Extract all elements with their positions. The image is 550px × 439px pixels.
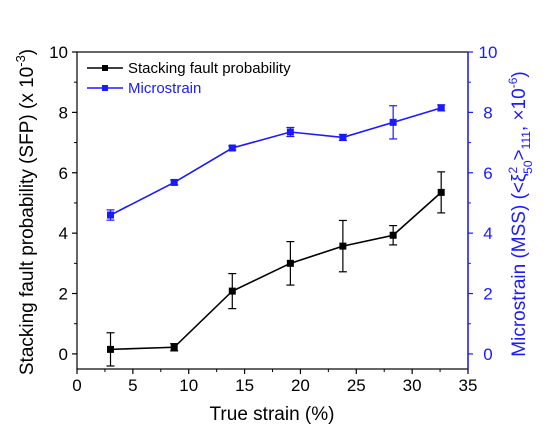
- data-point: [389, 231, 397, 239]
- x-tick-label: 5: [128, 376, 137, 395]
- data-point: [170, 343, 178, 351]
- left-y-tick-label: 0: [59, 345, 68, 364]
- legend-marker-mss: [102, 85, 108, 91]
- right-y-tick-label: 4: [483, 224, 492, 243]
- left-y-tick-label: 4: [59, 224, 68, 243]
- x-tick-label: 10: [179, 376, 198, 395]
- right-y-axis-title-sub: 50: [521, 160, 535, 174]
- x-tick-label: 25: [347, 376, 366, 395]
- data-point: [339, 242, 347, 250]
- x-tick-label: 35: [459, 376, 478, 395]
- series-line-sfp: [110, 191, 442, 351]
- left-y-tick-label: 10: [49, 43, 68, 62]
- series-layer: [106, 104, 446, 367]
- x-axis-title: True strain (%): [210, 404, 335, 425]
- right-y-axis-ticks: 0 2 4 6 8 10: [468, 43, 497, 364]
- x-tick-label: 15: [235, 376, 254, 395]
- right-y-tick-label: 6: [483, 164, 492, 183]
- right-y-axis-title-sup: 2: [506, 166, 520, 173]
- right-y-axis-title-mid: >: [509, 149, 530, 160]
- right-y-axis-title-sub2: 111: [519, 131, 533, 150]
- right-y-axis-title: Microstrain (MSS) (<ξ250>111, ×10-6): [506, 71, 535, 356]
- right-y-axis-title-exp: -6: [506, 77, 520, 88]
- right-y-tick-label: 0: [483, 345, 492, 364]
- right-y-tick-label: 2: [483, 285, 492, 304]
- data-point: [107, 345, 115, 353]
- data-point: [339, 133, 347, 141]
- right-y-axis-title-main: Microstrain (MSS) (<ξ: [509, 173, 530, 357]
- x-tick-label: 20: [291, 376, 310, 395]
- data-point: [170, 178, 178, 186]
- plot-frame: [76, 51, 469, 370]
- data-point: [437, 104, 445, 112]
- data-point: [228, 144, 236, 152]
- data-point: [286, 259, 294, 267]
- data-point: [389, 118, 397, 126]
- data-point: [286, 128, 294, 136]
- right-y-axis-title-close: ): [509, 71, 530, 77]
- x-tick-label: 30: [403, 376, 422, 395]
- right-y-axis-title-tail: , ×10: [509, 88, 530, 131]
- data-point: [228, 287, 236, 295]
- legend-label-mss: Microstrain: [128, 80, 201, 97]
- left-y-axis-title: Stacking fault probability (SFP) (x 10-3…: [13, 49, 38, 375]
- left-y-axis-title-main: Stacking fault probability (SFP) (x 10: [17, 67, 38, 375]
- left-y-axis-ticks: 0 2 4 6 8 10: [49, 43, 77, 364]
- legend: Stacking fault probability Microstrain: [87, 60, 291, 97]
- right-y-tick-label: 8: [483, 103, 492, 122]
- left-y-axis-title-exp: -3: [13, 55, 28, 67]
- legend-label-sfp: Stacking fault probability: [128, 60, 291, 77]
- left-y-tick-label: 2: [59, 285, 68, 304]
- left-y-tick-label: 8: [59, 103, 68, 122]
- left-y-axis-title-close: ): [17, 49, 38, 55]
- x-axis-ticks: 0 5 10 15 20 25 30 35: [72, 369, 477, 395]
- data-point: [107, 211, 115, 219]
- data-point: [437, 188, 445, 196]
- right-y-tick-label: 10: [479, 43, 498, 62]
- x-tick-label: 0: [72, 376, 81, 395]
- legend-marker-sfp: [102, 65, 108, 71]
- left-y-tick-label: 6: [59, 164, 68, 183]
